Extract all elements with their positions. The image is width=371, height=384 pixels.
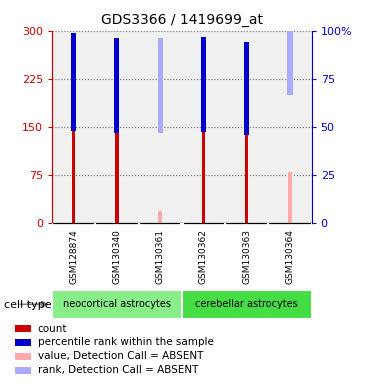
Text: rank, Detection Call = ABSENT: rank, Detection Call = ABSENT <box>37 366 198 376</box>
Text: GSM130362: GSM130362 <box>199 229 208 284</box>
Bar <box>15 353 30 360</box>
Bar <box>158 38 163 133</box>
Bar <box>158 211 162 223</box>
Bar <box>202 43 205 223</box>
Bar <box>114 38 119 133</box>
Bar <box>52 290 182 319</box>
Text: GSM130363: GSM130363 <box>242 229 251 284</box>
Title: GDS3366 / 1419699_at: GDS3366 / 1419699_at <box>101 13 263 27</box>
Text: GSM130340: GSM130340 <box>112 229 121 284</box>
Text: GSM128874: GSM128874 <box>69 229 78 284</box>
Bar <box>288 0 293 95</box>
Text: cell type: cell type <box>4 300 51 310</box>
Bar <box>72 38 75 223</box>
Bar <box>15 367 30 374</box>
Text: value, Detection Call = ABSENT: value, Detection Call = ABSENT <box>37 351 203 361</box>
Bar <box>245 73 249 223</box>
Text: cerebellar astrocytes: cerebellar astrocytes <box>196 299 298 310</box>
Text: GSM130361: GSM130361 <box>156 229 165 284</box>
Text: count: count <box>37 324 67 334</box>
Bar <box>71 33 76 131</box>
Bar <box>201 37 206 132</box>
Bar <box>288 172 292 223</box>
Bar <box>182 290 312 319</box>
Text: GSM130364: GSM130364 <box>286 229 295 284</box>
Bar <box>115 78 119 223</box>
Bar <box>244 42 249 135</box>
Bar <box>15 339 30 346</box>
Text: percentile rank within the sample: percentile rank within the sample <box>37 338 213 348</box>
Bar <box>15 325 30 332</box>
Text: neocortical astrocytes: neocortical astrocytes <box>63 299 171 310</box>
